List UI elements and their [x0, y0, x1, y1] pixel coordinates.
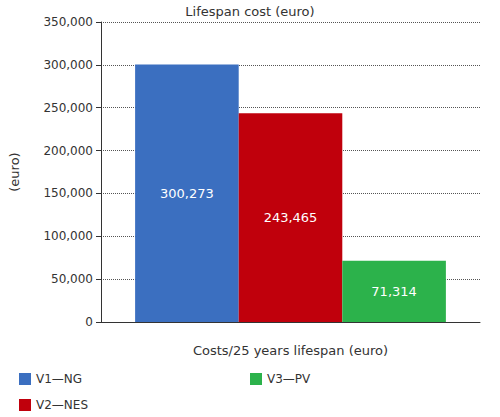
- svg-text:50,000: 50,000: [51, 272, 93, 286]
- svg-text:V2—NES: V2—NES: [36, 398, 88, 412]
- svg-text:Costs/25 years lifespan (euro): Costs/25 years lifespan (euro): [193, 343, 388, 358]
- svg-text:150,000: 150,000: [43, 186, 93, 200]
- svg-text:0: 0: [85, 315, 93, 329]
- svg-text:350,000: 350,000: [43, 15, 93, 29]
- svg-text:300,273: 300,273: [160, 186, 214, 201]
- svg-text:(euro): (euro): [7, 152, 22, 191]
- svg-text:200,000: 200,000: [43, 144, 93, 158]
- svg-text:100,000: 100,000: [43, 229, 93, 243]
- svg-text:250,000: 250,000: [43, 101, 93, 115]
- svg-text:300,000: 300,000: [43, 58, 93, 72]
- svg-text:V1—NG: V1—NG: [36, 372, 82, 386]
- svg-text:243,465: 243,465: [264, 210, 318, 225]
- svg-text:71,314: 71,314: [371, 284, 417, 299]
- svg-text:V3—PV: V3—PV: [267, 372, 311, 386]
- svg-text:Lifespan cost (euro): Lifespan cost (euro): [185, 4, 314, 19]
